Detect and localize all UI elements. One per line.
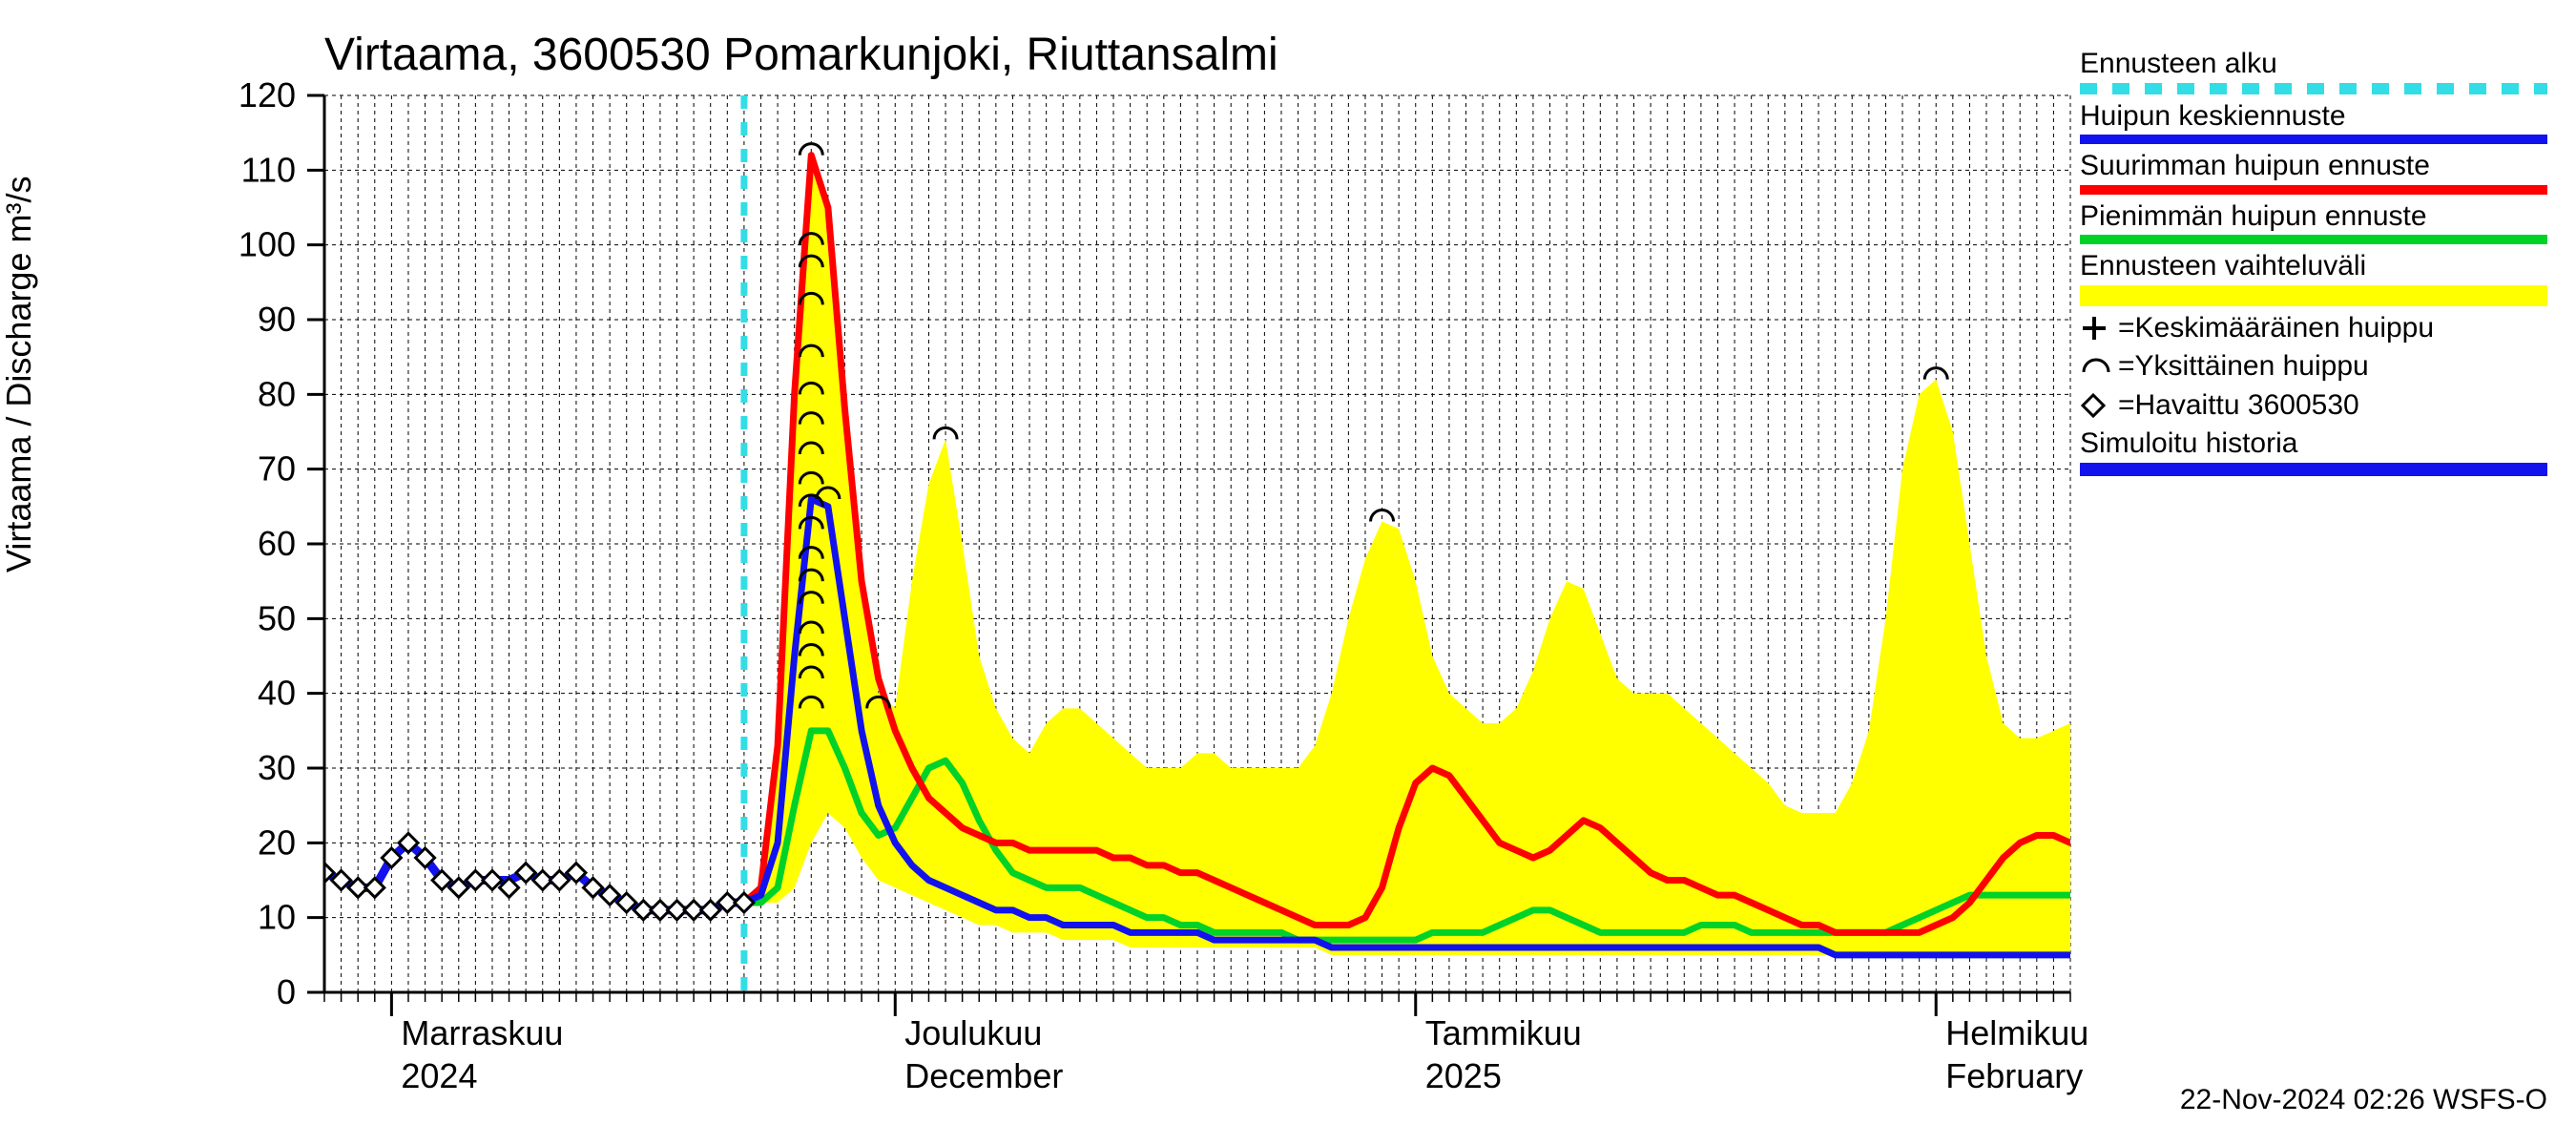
svg-text:110: 110	[241, 150, 296, 189]
svg-text:2024: 2024	[401, 1056, 477, 1095]
legend-item: =Keskimääräinen huippu	[2080, 312, 2547, 345]
svg-text:February: February	[1945, 1056, 2083, 1095]
svg-text:40: 40	[258, 674, 296, 713]
legend-item: Pienimmän huipun ennuste	[2080, 200, 2547, 245]
legend-swatch	[2080, 83, 2547, 94]
legend-swatch	[2080, 135, 2547, 144]
svg-text:December: December	[904, 1056, 1063, 1095]
legend-swatch	[2080, 463, 2547, 476]
legend-item: Huipun keskiennuste	[2080, 100, 2547, 145]
legend-item: Suurimman huipun ennuste	[2080, 150, 2547, 195]
legend-label: Pienimmän huipun ennuste	[2080, 200, 2547, 234]
chart-title: Virtaama, 3600530 Pomarkunjoki, Riuttans…	[324, 29, 1278, 81]
legend-label: =Yksittäinen huippu	[2118, 350, 2369, 384]
y-axis-label: Virtaama / Discharge m³/s	[0, 177, 39, 572]
legend-symbol	[2080, 357, 2118, 376]
svg-text:20: 20	[258, 822, 296, 862]
legend-item: Ennusteen vaihteluväli	[2080, 250, 2547, 306]
legend-label: =Havaittu 3600530	[2118, 389, 2359, 423]
svg-text:100: 100	[239, 225, 296, 264]
legend-item: Ennusteen alku	[2080, 48, 2547, 94]
legend-swatch	[2080, 185, 2547, 195]
svg-text:90: 90	[258, 300, 296, 339]
svg-text:2025: 2025	[1425, 1056, 1502, 1095]
legend-label: Simuloitu historia	[2080, 427, 2547, 461]
svg-text:60: 60	[258, 524, 296, 563]
svg-text:50: 50	[258, 598, 296, 637]
legend-label: Ennusteen vaihteluväli	[2080, 250, 2547, 283]
chart-container: Virtaama, 3600530 Pomarkunjoki, Riuttans…	[0, 0, 2576, 1145]
svg-text:70: 70	[258, 449, 296, 489]
svg-text:120: 120	[239, 75, 296, 114]
legend-label: Suurimman huipun ennuste	[2080, 150, 2547, 183]
svg-text:Marraskuu: Marraskuu	[401, 1013, 563, 1052]
legend-label: Huipun keskiennuste	[2080, 100, 2547, 134]
legend-symbol	[2080, 314, 2118, 343]
svg-text:Helmikuu: Helmikuu	[1945, 1013, 2088, 1052]
svg-text:10: 10	[258, 898, 296, 937]
legend-swatch	[2080, 235, 2547, 244]
svg-text:Tammikuu: Tammikuu	[1425, 1013, 1582, 1052]
legend-label: =Keskimääräinen huippu	[2118, 312, 2434, 345]
svg-text:0: 0	[277, 972, 296, 1011]
legend-item: =Yksittäinen huippu	[2080, 350, 2547, 384]
chart-footer: 22-Nov-2024 02:26 WSFS-O	[2180, 1084, 2547, 1116]
svg-text:Joulukuu: Joulukuu	[904, 1013, 1042, 1052]
legend-swatch	[2080, 285, 2547, 306]
svg-text:80: 80	[258, 374, 296, 413]
legend: Ennusteen alku Huipun keskiennuste Suurimm…	[2080, 48, 2547, 482]
legend-item: Simuloitu historia	[2080, 427, 2547, 476]
svg-text:30: 30	[258, 748, 296, 787]
legend-label: Ennusteen alku	[2080, 48, 2547, 81]
legend-item: =Havaittu 3600530	[2080, 389, 2547, 423]
legend-symbol	[2080, 392, 2118, 419]
